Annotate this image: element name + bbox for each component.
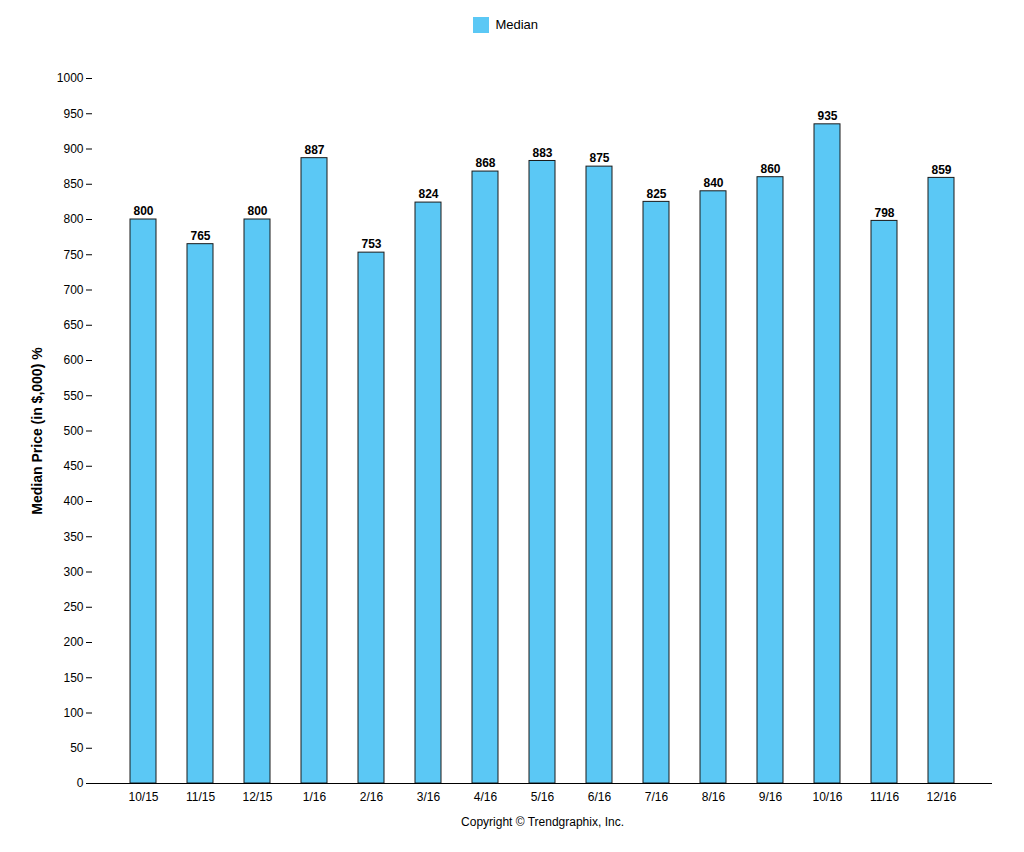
svg-text:8/16: 8/16: [702, 790, 726, 804]
svg-text:4/16: 4/16: [474, 790, 498, 804]
svg-text:400: 400: [63, 494, 83, 508]
svg-text:10/16: 10/16: [812, 790, 842, 804]
svg-text:887: 887: [304, 143, 324, 157]
svg-text:12/16: 12/16: [926, 790, 956, 804]
svg-text:500: 500: [63, 423, 83, 437]
svg-text:Median Price (in $,000) %: Median Price (in $,000) %: [29, 346, 45, 514]
svg-text:450: 450: [63, 459, 83, 473]
svg-text:868: 868: [475, 156, 495, 170]
svg-text:860: 860: [760, 162, 780, 176]
svg-text:6/16: 6/16: [588, 790, 612, 804]
svg-text:350: 350: [63, 529, 83, 543]
svg-text:1/16: 1/16: [303, 790, 327, 804]
svg-text:800: 800: [133, 204, 153, 218]
svg-text:650: 650: [63, 318, 83, 332]
svg-text:0: 0: [77, 776, 84, 790]
svg-text:900: 900: [63, 141, 83, 155]
svg-text:750: 750: [63, 247, 83, 261]
svg-text:800: 800: [63, 212, 83, 226]
svg-text:7/16: 7/16: [645, 790, 669, 804]
svg-text:883: 883: [532, 145, 552, 159]
svg-text:765: 765: [190, 229, 210, 243]
svg-text:11/15: 11/15: [186, 790, 215, 804]
svg-text:550: 550: [63, 388, 83, 402]
svg-text:875: 875: [589, 151, 609, 165]
svg-text:850: 850: [63, 177, 83, 191]
svg-text:250: 250: [63, 600, 83, 614]
svg-text:Copyright © Trendgraphix, Inc.: Copyright © Trendgraphix, Inc.: [461, 814, 624, 828]
svg-text:1000: 1000: [57, 71, 84, 85]
svg-text:9/16: 9/16: [759, 790, 783, 804]
svg-text:824: 824: [418, 187, 438, 201]
svg-text:800: 800: [247, 204, 267, 218]
svg-text:300: 300: [63, 564, 83, 578]
svg-text:100: 100: [63, 705, 83, 719]
svg-text:3/16: 3/16: [417, 790, 441, 804]
svg-text:10/15: 10/15: [128, 790, 158, 804]
svg-text:798: 798: [874, 205, 894, 219]
svg-text:859: 859: [931, 162, 951, 176]
svg-text:50: 50: [70, 741, 84, 755]
svg-text:935: 935: [817, 109, 837, 123]
svg-text:200: 200: [63, 635, 83, 649]
svg-text:150: 150: [63, 670, 83, 684]
svg-text:840: 840: [703, 176, 723, 190]
svg-text:950: 950: [63, 106, 83, 120]
svg-text:2/16: 2/16: [360, 790, 384, 804]
svg-text:5/16: 5/16: [531, 790, 555, 804]
html-text:Median: Median: [495, 17, 539, 32]
svg-text:753: 753: [361, 237, 381, 251]
svg-text:600: 600: [63, 353, 83, 367]
svg-text:825: 825: [646, 186, 666, 200]
svg-text:11/16: 11/16: [870, 790, 899, 804]
svg-text:700: 700: [63, 282, 83, 296]
svg-text:12/15: 12/15: [242, 790, 272, 804]
